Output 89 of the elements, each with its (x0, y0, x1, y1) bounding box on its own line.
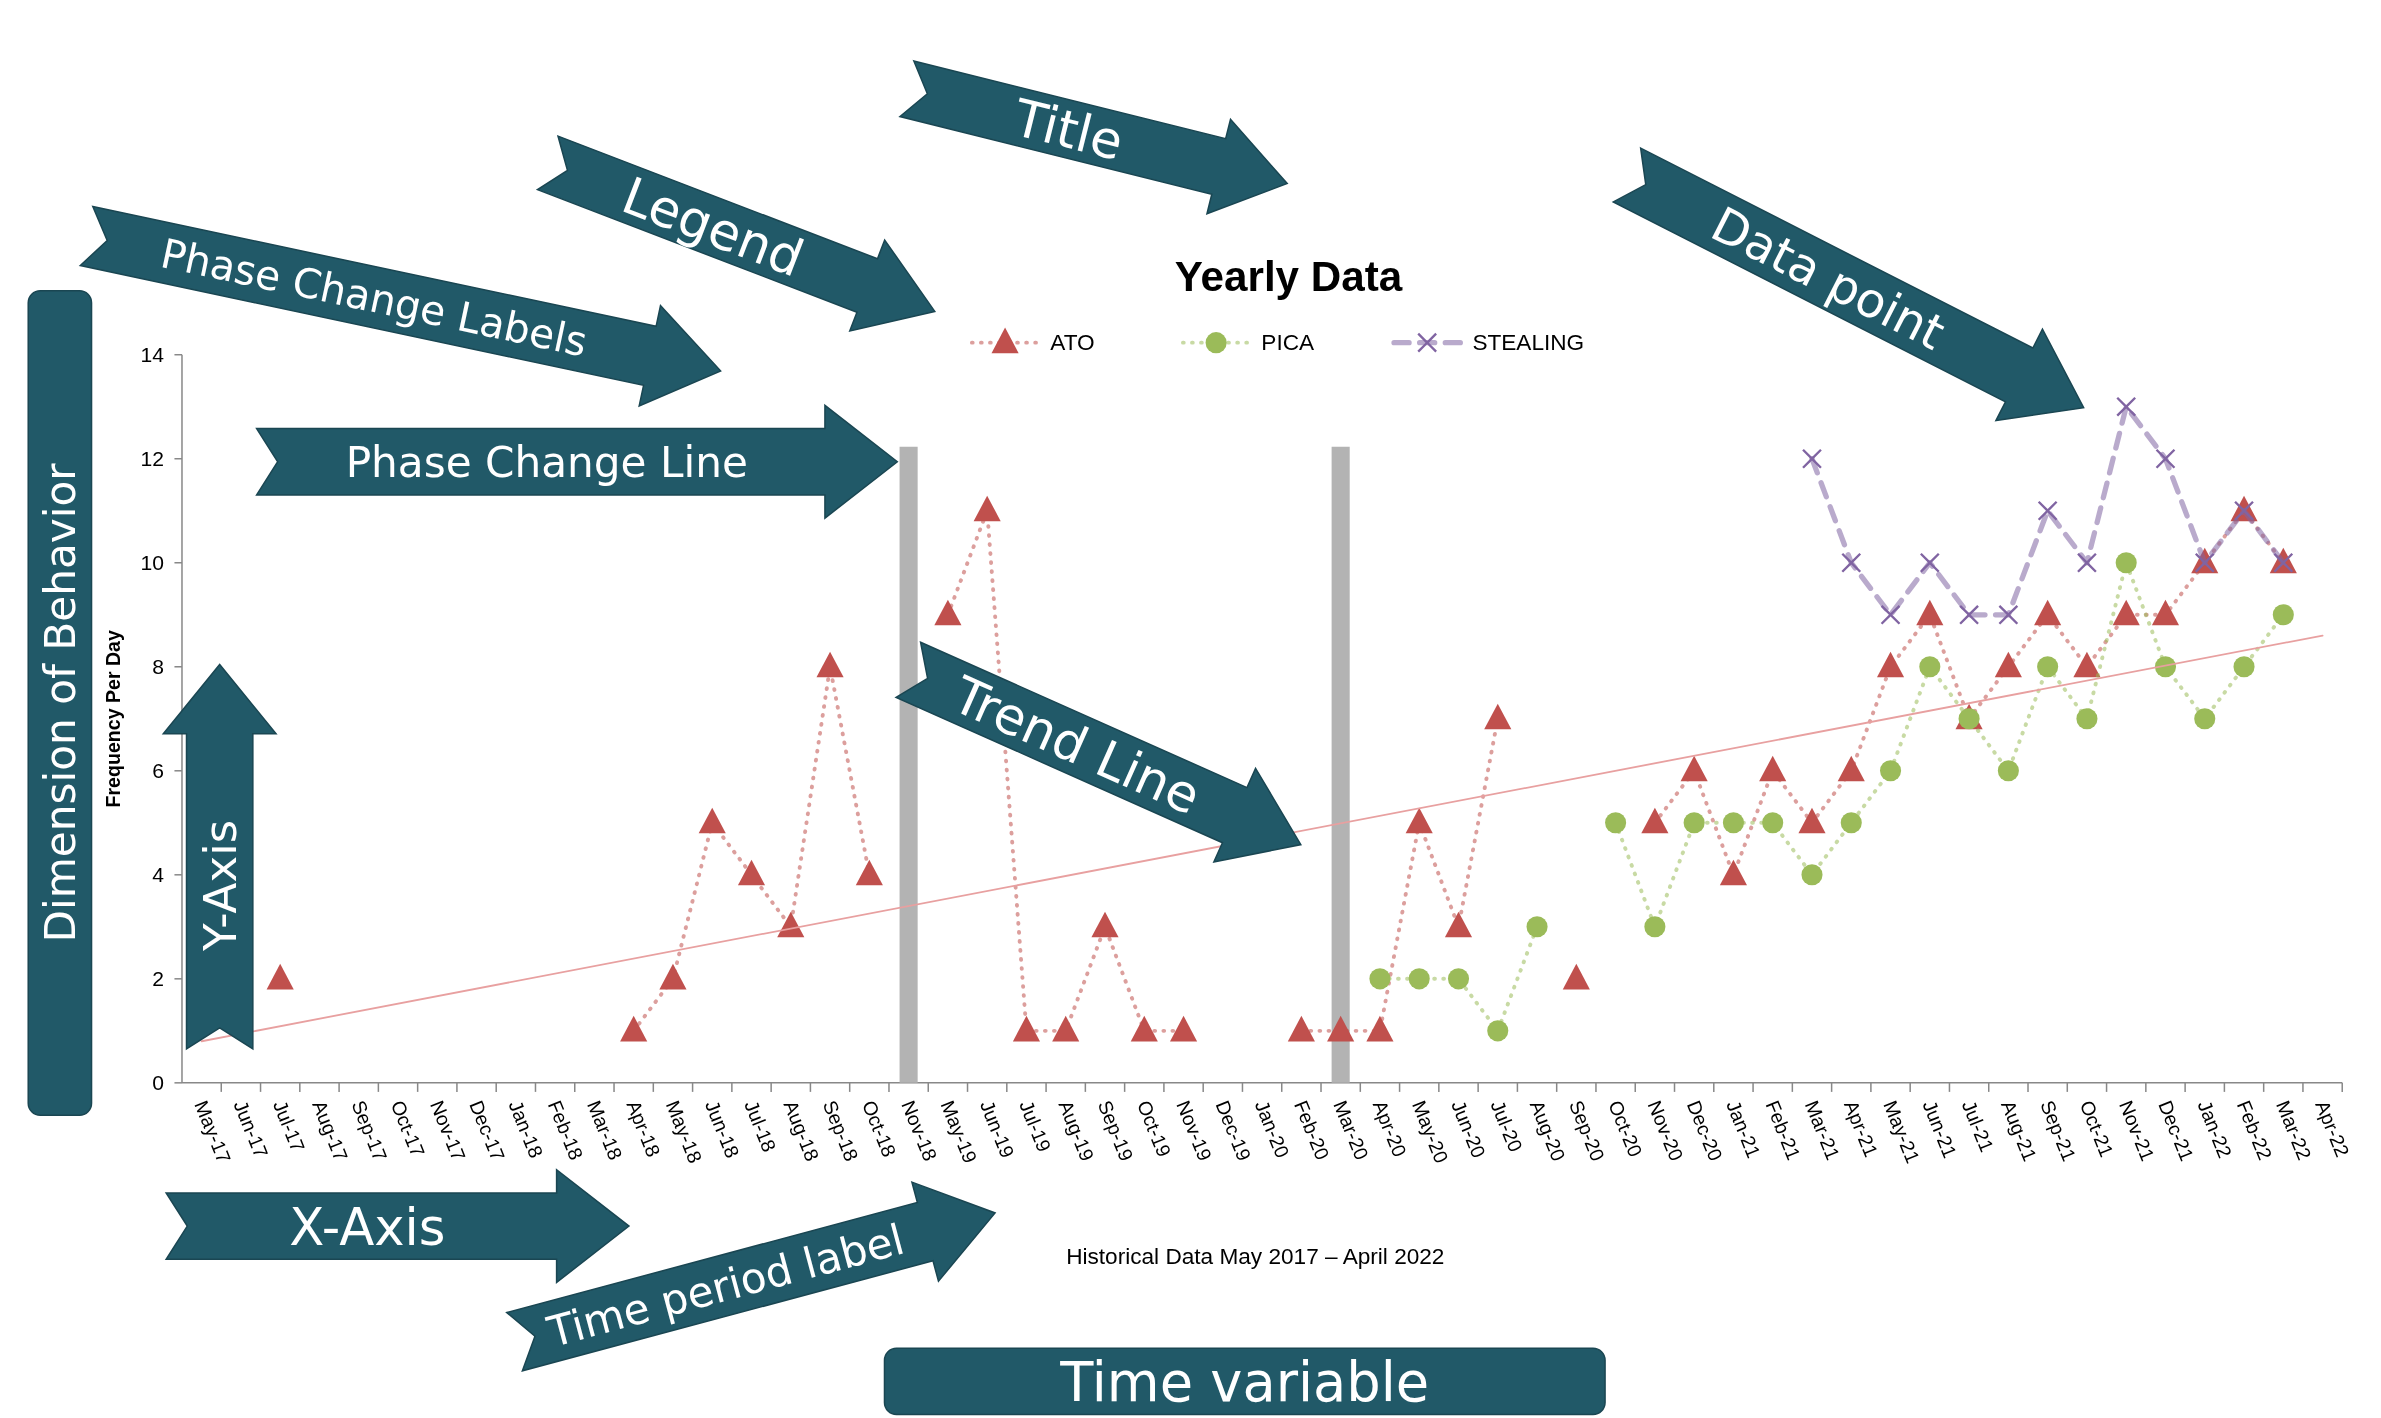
point (2155, 448, 2176, 469)
text: X-Axis (289, 1196, 446, 1257)
point (1052, 1015, 1080, 1042)
x-tick-label: Apr-18 (622, 1097, 665, 1161)
point (1091, 911, 1119, 938)
y-tick-label: 12 (140, 447, 164, 471)
y-tick-label: 6 (152, 759, 164, 783)
annotation: Phase Change Line (345, 437, 748, 487)
point (1837, 755, 1865, 782)
point (2037, 656, 2059, 678)
annotation: Data point (1702, 195, 1954, 361)
point (2116, 396, 2136, 417)
x-tick-label: Jan-22 (2193, 1097, 2237, 1161)
point (620, 1015, 648, 1042)
point (1683, 812, 1705, 834)
point (973, 495, 1001, 522)
x-tick-label: Jul-17 (268, 1097, 310, 1155)
y-tick-label: 14 (140, 343, 165, 367)
point (1680, 755, 1708, 782)
point (1802, 448, 1822, 469)
point (2077, 552, 2097, 573)
point (737, 859, 766, 886)
point (1841, 552, 1862, 573)
point (1840, 812, 1862, 834)
point (934, 599, 962, 626)
point (1876, 651, 1905, 678)
text: Time variable (1059, 1350, 1430, 1414)
point (2272, 604, 2294, 626)
legend-label: STEALING (1472, 330, 1585, 356)
point (1562, 963, 1590, 990)
point (1722, 812, 1744, 834)
text: Title (1007, 86, 1130, 172)
point (2034, 599, 2062, 626)
point (855, 859, 883, 886)
legend-label: PICA (1261, 330, 1316, 356)
x-tick-label: Oct-17 (386, 1097, 430, 1160)
y-axis-title: Frequency Per Day (102, 629, 125, 808)
y-tick-label: 4 (152, 863, 165, 887)
point (1879, 760, 1902, 782)
point (1994, 651, 2022, 678)
x-tick-label: Jan-18 (504, 1097, 548, 1162)
y-tick-label: 0 (152, 1071, 164, 1095)
x-tick-label: Jan-20 (1250, 1097, 1294, 1162)
point (2076, 708, 2098, 730)
point (816, 651, 844, 678)
point (1759, 755, 1787, 782)
point (1959, 604, 1979, 625)
point (659, 963, 687, 990)
point (1012, 1015, 1041, 1042)
chart-title: Yearly Data (1174, 253, 1403, 301)
point (1130, 1015, 1158, 1042)
point (1919, 656, 1941, 678)
point (2194, 708, 2216, 730)
y-tick-label: 10 (140, 551, 164, 575)
point (1327, 1015, 1355, 1042)
point (2151, 599, 2180, 626)
x-tick-label: Oct-21 (2075, 1097, 2119, 1160)
point (2037, 500, 2058, 521)
point (2115, 552, 2137, 574)
text: Dimension of Behavior (36, 462, 86, 943)
point (1920, 552, 1940, 573)
point (1880, 604, 1901, 625)
point (1605, 812, 1627, 834)
y-tick-label: 2 (152, 967, 164, 991)
point (1366, 1015, 1394, 1042)
point (1405, 807, 1433, 834)
x-tick-label: Apr-22 (2311, 1097, 2354, 1160)
point (2112, 599, 2140, 626)
point (1801, 864, 1823, 886)
point (1169, 1015, 1198, 1042)
x-axis-title: Historical Data May 2017 – April 2022 (1066, 1243, 1445, 1269)
x-tick-label: Oct-20 (1604, 1097, 1647, 1161)
point (1916, 599, 1944, 626)
legend-label: ATO (1050, 330, 1095, 356)
point (266, 963, 294, 990)
point (698, 807, 726, 834)
annotation: Y-Axis (193, 819, 247, 952)
point (1484, 703, 1512, 730)
point (1287, 1015, 1315, 1042)
point (1762, 812, 1784, 834)
point (1719, 859, 1747, 886)
y-tick-label: 8 (152, 655, 164, 679)
point (1998, 604, 2019, 625)
point (2233, 656, 2255, 678)
point (1641, 807, 1669, 834)
point (1798, 807, 1826, 834)
point (2073, 651, 2101, 678)
point (1997, 760, 2019, 782)
point (1444, 911, 1473, 938)
